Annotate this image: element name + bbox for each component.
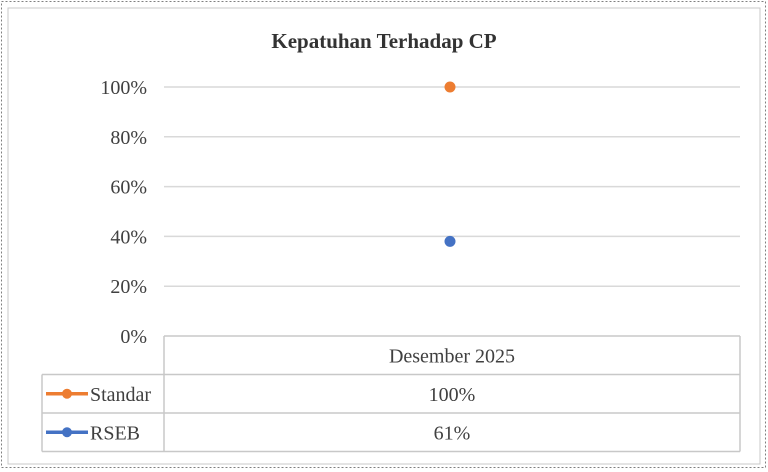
- legend-key-marker: [62, 388, 72, 399]
- y-axis: 0% 20% 40% 60% 80% 100%: [100, 77, 147, 348]
- data-table-value: 100%: [429, 384, 476, 406]
- data-point-standar: [444, 81, 456, 93]
- chart-area-border: [7, 7, 761, 465]
- legend-label: Standar: [90, 384, 151, 406]
- y-tick-label: 80%: [110, 127, 147, 149]
- data-table-value: 61%: [434, 422, 471, 444]
- y-tick-label: 60%: [110, 177, 147, 199]
- legend-label: RSEB: [90, 422, 140, 444]
- data-table: Desember 2025 Standar 100% RSEB 61%: [41, 335, 741, 453]
- series-points: [444, 81, 456, 247]
- y-tick-label: 40%: [110, 226, 147, 248]
- y-tick-label: 100%: [100, 77, 147, 99]
- y-tick-label: 20%: [110, 276, 147, 298]
- data-point-rseb: [444, 235, 456, 247]
- y-tick-label: 0%: [120, 326, 147, 348]
- x-category-label: Desember 2025: [389, 345, 515, 367]
- grid: [164, 86, 740, 287]
- legend-key-marker: [62, 427, 72, 438]
- chart-title: Kepatuhan Terhadap CP: [271, 29, 496, 53]
